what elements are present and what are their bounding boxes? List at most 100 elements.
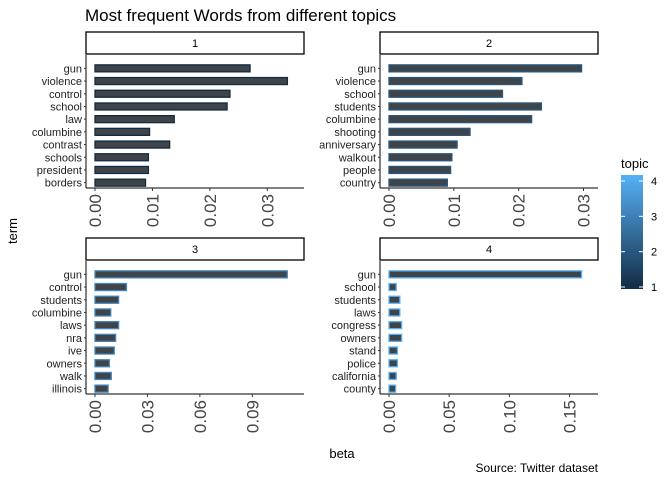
term-label: california [332, 371, 377, 383]
legend-tick-label: 2 [651, 247, 657, 259]
bar-california [388, 371, 397, 381]
bar-law [94, 115, 175, 124]
term-label: walkout [338, 152, 376, 164]
term-label: stand [349, 346, 376, 358]
term-label: contrast [43, 140, 82, 152]
bar-country [388, 178, 449, 187]
bar-laws [94, 320, 120, 330]
bar-contrast [94, 140, 171, 149]
panel-strip [379, 237, 599, 261]
bar-owners [388, 333, 403, 343]
y-axis-label: term [5, 218, 20, 244]
term-label: students [334, 101, 376, 113]
term-label: president [37, 165, 82, 177]
caption: Source: Twitter dataset [475, 461, 598, 475]
term-label: owners [341, 333, 377, 345]
x-tick-label: 0.00 [380, 194, 399, 227]
bar-borders [94, 178, 147, 187]
x-tick-label: 0.06 [191, 400, 210, 433]
term-label: schools [45, 152, 83, 164]
bar-gun [94, 270, 288, 279]
legend-tick-label: 4 [651, 176, 657, 188]
term-label: walk [59, 371, 83, 383]
term-label: nra [66, 333, 83, 345]
bar-laws [388, 308, 401, 317]
panel-strip-label: 1 [192, 38, 198, 50]
term-label: shooting [334, 127, 376, 139]
x-tick-label: 0.01 [445, 194, 464, 227]
panel-strip [379, 31, 599, 55]
x-tick-label: 0.02 [510, 194, 529, 227]
chart-title: Most frequent Words from different topic… [85, 6, 396, 25]
bar-police [388, 359, 399, 368]
term-label: gun [64, 269, 82, 281]
bar-gun [388, 64, 583, 73]
term-label: ive [68, 346, 82, 358]
bar-students [388, 295, 401, 304]
bar-shooting [388, 127, 471, 137]
x-tick-label: 0.03 [258, 194, 277, 227]
bar-columbine [388, 115, 533, 124]
legend-tick-label: 3 [651, 211, 657, 223]
term-label: control [49, 89, 82, 101]
bar-gun [388, 270, 583, 279]
x-tick-label: 0.10 [500, 400, 519, 433]
bar-walkout [388, 153, 453, 162]
panel-2: 2 gunviolenceschoolstudentscolumbineshoot… [319, 31, 599, 227]
bar-school [388, 89, 504, 98]
bar-owners [94, 359, 110, 368]
legend-colorbar [621, 175, 643, 289]
bar-school [388, 282, 397, 292]
bar-control [94, 282, 128, 292]
term-label: congress [331, 320, 376, 332]
term-label: gun [64, 63, 82, 75]
term-label: school [50, 101, 82, 113]
term-label: anniversary [319, 140, 376, 152]
term-label: gun [358, 63, 376, 75]
panel-strip [85, 31, 305, 55]
bar-nra [94, 333, 117, 343]
bar-people [388, 165, 452, 175]
term-label: school [344, 89, 376, 101]
term-label: students [334, 295, 376, 307]
bar-walk [94, 371, 112, 381]
term-label: control [49, 282, 82, 294]
bar-school [94, 102, 228, 111]
panels: 1gunviolencecontrolschoollawcolumbinecon… [32, 31, 599, 433]
x-tick-label: 0.00 [86, 400, 105, 433]
term-label: owners [47, 358, 83, 370]
term-label: columbine [32, 127, 82, 139]
term-label: school [344, 282, 376, 294]
bar-ive [94, 346, 115, 355]
x-tick-label: 0.03 [575, 194, 594, 227]
panel-strip [85, 237, 305, 261]
legend-tick-label: 1 [651, 282, 657, 294]
term-label: columbine [326, 114, 376, 126]
term-label: violence [42, 76, 82, 88]
bar-violence [388, 76, 523, 86]
term-label: laws [354, 307, 377, 319]
bar-president [94, 165, 150, 175]
bar-county [388, 384, 397, 393]
bar-students [388, 102, 543, 111]
x-tick-label: 0.01 [143, 194, 162, 227]
x-tick-label: 0.00 [86, 194, 105, 227]
term-label: columbine [32, 307, 82, 319]
term-label: laws [60, 320, 83, 332]
x-axis-label: beta [329, 446, 355, 461]
term-label: county [344, 384, 377, 396]
bar-stand [388, 346, 399, 355]
x-tick-label: 0.02 [201, 194, 220, 227]
panel-strip-label: 3 [192, 244, 198, 256]
term-label: violence [336, 76, 376, 88]
term-label: people [343, 165, 376, 177]
legend-title: topic [621, 156, 649, 171]
panel-4: 4 gunschoolstudentslawscongressownersstan… [331, 237, 599, 433]
x-tick-label: 0.03 [138, 400, 157, 433]
bar-schools [94, 153, 150, 162]
panel-1: 1 gunviolencecontrolschoollawcolumbinecon… [32, 31, 305, 227]
panel-3: 3 guncontrolstudentscolumbinelawsnraiveow… [32, 237, 305, 433]
bar-gun [94, 64, 251, 73]
panel-strip-label: 4 [486, 244, 492, 256]
